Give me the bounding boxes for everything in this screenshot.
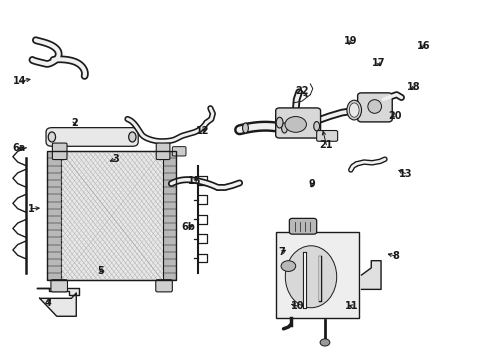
Ellipse shape	[313, 122, 319, 131]
Text: 6b: 6b	[181, 222, 195, 232]
Bar	[162, 151, 176, 280]
FancyBboxPatch shape	[156, 280, 172, 292]
Polygon shape	[276, 232, 358, 318]
Circle shape	[320, 339, 329, 346]
FancyBboxPatch shape	[51, 280, 67, 292]
Ellipse shape	[285, 246, 336, 308]
FancyBboxPatch shape	[156, 143, 169, 159]
FancyBboxPatch shape	[275, 108, 320, 138]
Text: 22: 22	[295, 86, 308, 96]
Text: 4: 4	[45, 298, 52, 308]
Polygon shape	[361, 261, 380, 289]
Bar	[47, 151, 176, 280]
Ellipse shape	[367, 100, 381, 113]
Bar	[61, 151, 162, 280]
Text: 1: 1	[27, 204, 34, 214]
Text: 8: 8	[391, 251, 398, 261]
Text: 6a: 6a	[13, 143, 26, 153]
Text: 19: 19	[344, 36, 357, 46]
Text: 13: 13	[398, 168, 411, 179]
Text: 20: 20	[387, 111, 401, 121]
Text: 14: 14	[13, 76, 26, 86]
Text: 5: 5	[97, 266, 104, 276]
Text: 16: 16	[416, 41, 430, 50]
Ellipse shape	[281, 123, 287, 133]
Polygon shape	[37, 288, 79, 295]
Text: 7: 7	[278, 247, 285, 257]
Ellipse shape	[48, 132, 56, 142]
FancyBboxPatch shape	[52, 143, 67, 159]
Text: 3: 3	[112, 154, 119, 164]
Text: 2: 2	[71, 118, 78, 128]
Circle shape	[285, 117, 306, 132]
Text: 12: 12	[196, 126, 209, 135]
Ellipse shape	[276, 117, 283, 128]
Text: 21: 21	[319, 140, 332, 150]
FancyBboxPatch shape	[289, 219, 316, 234]
Ellipse shape	[128, 132, 136, 142]
Ellipse shape	[242, 123, 248, 133]
FancyBboxPatch shape	[46, 128, 138, 146]
Text: 15: 15	[187, 176, 201, 186]
Text: 10: 10	[291, 301, 304, 311]
FancyBboxPatch shape	[357, 93, 391, 122]
Circle shape	[281, 261, 295, 271]
Ellipse shape	[346, 100, 361, 120]
FancyBboxPatch shape	[316, 131, 337, 141]
Text: 18: 18	[407, 82, 420, 93]
Text: 17: 17	[371, 58, 385, 68]
Ellipse shape	[348, 103, 358, 117]
Polygon shape	[40, 293, 76, 316]
Text: 9: 9	[308, 179, 315, 189]
Bar	[47, 151, 61, 280]
Text: 11: 11	[345, 301, 358, 311]
FancyBboxPatch shape	[172, 147, 185, 156]
